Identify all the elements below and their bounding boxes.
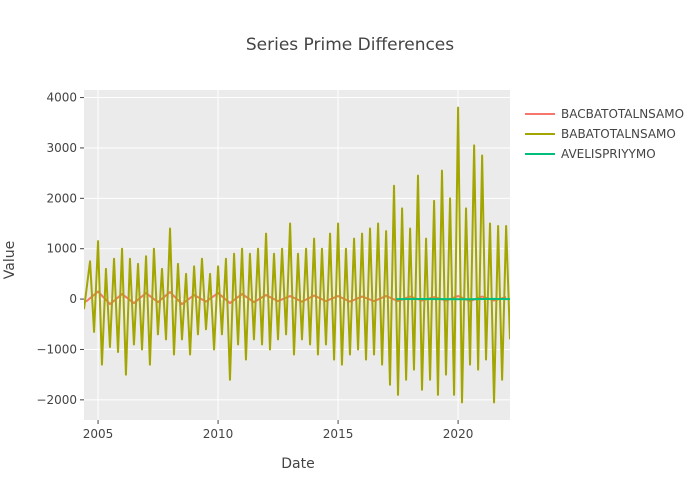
series-line-babatotalnsamo [84, 106, 510, 404]
x-tick-label: 2005 [83, 427, 114, 441]
y-tick-label: 0 [69, 292, 77, 306]
y-axis-ticks: −2000 −1000 0 1000 2000 3000 4000 [36, 91, 84, 407]
y-tick-label: −1000 [36, 342, 77, 356]
legend-label: BABATOTALNSAMO [561, 127, 676, 141]
x-tick-label: 2020 [443, 427, 474, 441]
x-tick-label: 2010 [203, 427, 234, 441]
x-axis-title: Date [281, 456, 314, 472]
legend-label: AVELISPRIYYMO [561, 147, 656, 161]
y-tick-label: 1000 [46, 242, 77, 256]
x-axis-ticks: 2005 2010 2015 2020 [83, 420, 474, 441]
y-tick-label: 4000 [46, 91, 77, 105]
y-tick-label: 2000 [46, 191, 77, 205]
series-lines [84, 106, 510, 404]
y-tick-label: −2000 [36, 393, 77, 407]
legend: BACBATOTALNSAMO BABATOTALNSAMO AVELISPRIYY… [525, 107, 684, 161]
y-axis-title: Value [2, 241, 18, 279]
x-tick-label: 2015 [323, 427, 354, 441]
y-tick-label: 3000 [46, 141, 77, 155]
legend-label: BACBATOTALNSAMO [561, 107, 684, 121]
chart-title: Series Prime Differences [246, 35, 454, 55]
